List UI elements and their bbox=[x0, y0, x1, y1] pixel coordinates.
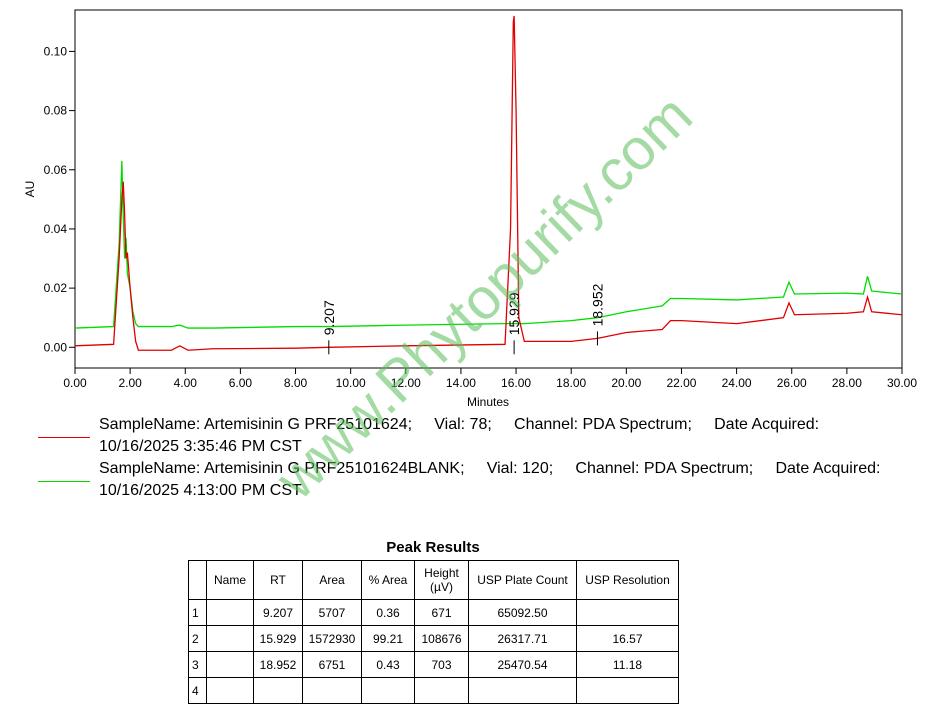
y-tick-label: 0.10 bbox=[44, 44, 68, 58]
x-tick-label: 4.00 bbox=[174, 376, 198, 390]
column-header: USP Resolution bbox=[576, 560, 679, 600]
table-cell: 3 bbox=[188, 651, 207, 678]
plot-frame bbox=[74, 9, 903, 369]
x-tick-label: 8.00 bbox=[284, 376, 308, 390]
column-header: Area bbox=[302, 560, 362, 600]
table-row: 3 18.952 6751 0.43 703 25470.54 11.18 bbox=[188, 651, 679, 678]
table-cell bbox=[206, 625, 254, 652]
x-tick-label: 26.00 bbox=[777, 376, 807, 390]
table-cell: 1 bbox=[188, 599, 207, 626]
chart: AU Minutes 0.00 0.02 0.04 0.06 0.08 0.10 0.00 2… bbox=[23, 9, 917, 409]
corner-cell bbox=[188, 560, 207, 600]
y-tick-label: 0.04 bbox=[44, 222, 68, 236]
column-header: USP Plate Count bbox=[468, 560, 577, 600]
table-cell: 5707 bbox=[302, 599, 362, 626]
table-cell: 26317.71 bbox=[468, 625, 577, 652]
table-cell: 18.952 bbox=[253, 651, 303, 678]
x-tick-label: 30.00 bbox=[887, 376, 917, 390]
x-tick-label: 0.00 bbox=[63, 376, 87, 390]
y-tick-label: 0.00 bbox=[44, 340, 68, 354]
table-cell: 108676 bbox=[414, 625, 469, 652]
table-cell bbox=[468, 677, 577, 704]
table-cell bbox=[302, 677, 362, 704]
peak-table: Name RT Area% Area Height (µV) USP Plate Cou… bbox=[188, 560, 679, 704]
table-cell: 0.36 bbox=[361, 599, 415, 626]
x-tick-label: 22.00 bbox=[666, 376, 696, 390]
x-tick-label: 12.00 bbox=[391, 376, 421, 390]
legend-text: SampleName: Artemisinin G PRF25101624; V… bbox=[99, 416, 824, 455]
y-tick-label: 0.02 bbox=[44, 281, 68, 295]
x-tick-label: 24.00 bbox=[722, 376, 752, 390]
x-tick-label: 14.00 bbox=[446, 376, 476, 390]
table-cell bbox=[206, 677, 254, 704]
table-cell bbox=[206, 599, 254, 626]
table-cell: 65092.50 bbox=[468, 599, 577, 626]
table-row: 4 bbox=[188, 677, 679, 704]
table-cell bbox=[361, 677, 415, 704]
legend-swatch bbox=[38, 437, 90, 438]
x-tick-label: 20.00 bbox=[611, 376, 641, 390]
y-tick-label: 0.06 bbox=[44, 163, 68, 177]
peak-label: 15.929 bbox=[506, 292, 522, 335]
table-cell: 16.57 bbox=[576, 625, 679, 652]
y-axis-label: AU bbox=[23, 181, 37, 198]
table-cell: 15.929 bbox=[253, 625, 303, 652]
column-header: Height (µV) bbox=[414, 560, 469, 600]
legend-text: SampleName: Artemisinin G PRF25101624BLA… bbox=[99, 460, 885, 499]
legend-swatch bbox=[38, 481, 90, 482]
column-header: % Area bbox=[361, 560, 415, 600]
table-cell: 4 bbox=[188, 677, 207, 704]
table-cell: 2 bbox=[188, 625, 207, 652]
table-cell: 99.21 bbox=[361, 625, 415, 652]
x-tick-label: 6.00 bbox=[229, 376, 253, 390]
legend-entry: SampleName: Artemisinin G PRF25101624BLA… bbox=[38, 458, 908, 502]
x-tick-label: 10.00 bbox=[336, 376, 366, 390]
table-cell: 0.43 bbox=[361, 651, 415, 678]
peak-label: 9.207 bbox=[321, 300, 337, 335]
table-cell: 6751 bbox=[302, 651, 362, 678]
column-header: RT bbox=[253, 560, 303, 600]
table-cell bbox=[253, 677, 303, 704]
x-axis-label: Minutes bbox=[467, 395, 509, 409]
table-cell: 1572930 bbox=[302, 625, 362, 652]
table-row: 1 9.207 5707 0.36 671 65092.50 bbox=[188, 599, 679, 626]
x-tick-label: 2.00 bbox=[118, 376, 142, 390]
x-tick-label: 18.00 bbox=[556, 376, 586, 390]
table-cell bbox=[206, 651, 254, 678]
legend-entry: SampleName: Artemisinin G PRF25101624; V… bbox=[38, 414, 908, 458]
x-tick-label: 28.00 bbox=[832, 376, 862, 390]
series-line bbox=[74, 160, 903, 329]
header-row: Name RT Area% Area Height (µV) USP Plate Cou… bbox=[188, 560, 679, 600]
table-cell: 25470.54 bbox=[468, 651, 577, 678]
table-cell bbox=[576, 599, 679, 626]
peak-label: 18.952 bbox=[589, 283, 605, 326]
table-cell bbox=[576, 677, 679, 704]
y-tick-label: 0.08 bbox=[44, 104, 68, 118]
table-title: Peak Results bbox=[386, 539, 480, 556]
table-cell: 9.207 bbox=[253, 599, 303, 626]
table-cell bbox=[414, 677, 469, 704]
column-header: Name bbox=[206, 560, 254, 600]
series-line bbox=[74, 15, 903, 351]
x-tick-label: 16.00 bbox=[501, 376, 531, 390]
table-cell: 11.18 bbox=[576, 651, 679, 678]
table-cell: 671 bbox=[414, 599, 469, 626]
table-cell: 703 bbox=[414, 651, 469, 678]
table-row: 2 15.929 1572930 99.21 108676 26317.71 16.57 bbox=[188, 625, 679, 652]
